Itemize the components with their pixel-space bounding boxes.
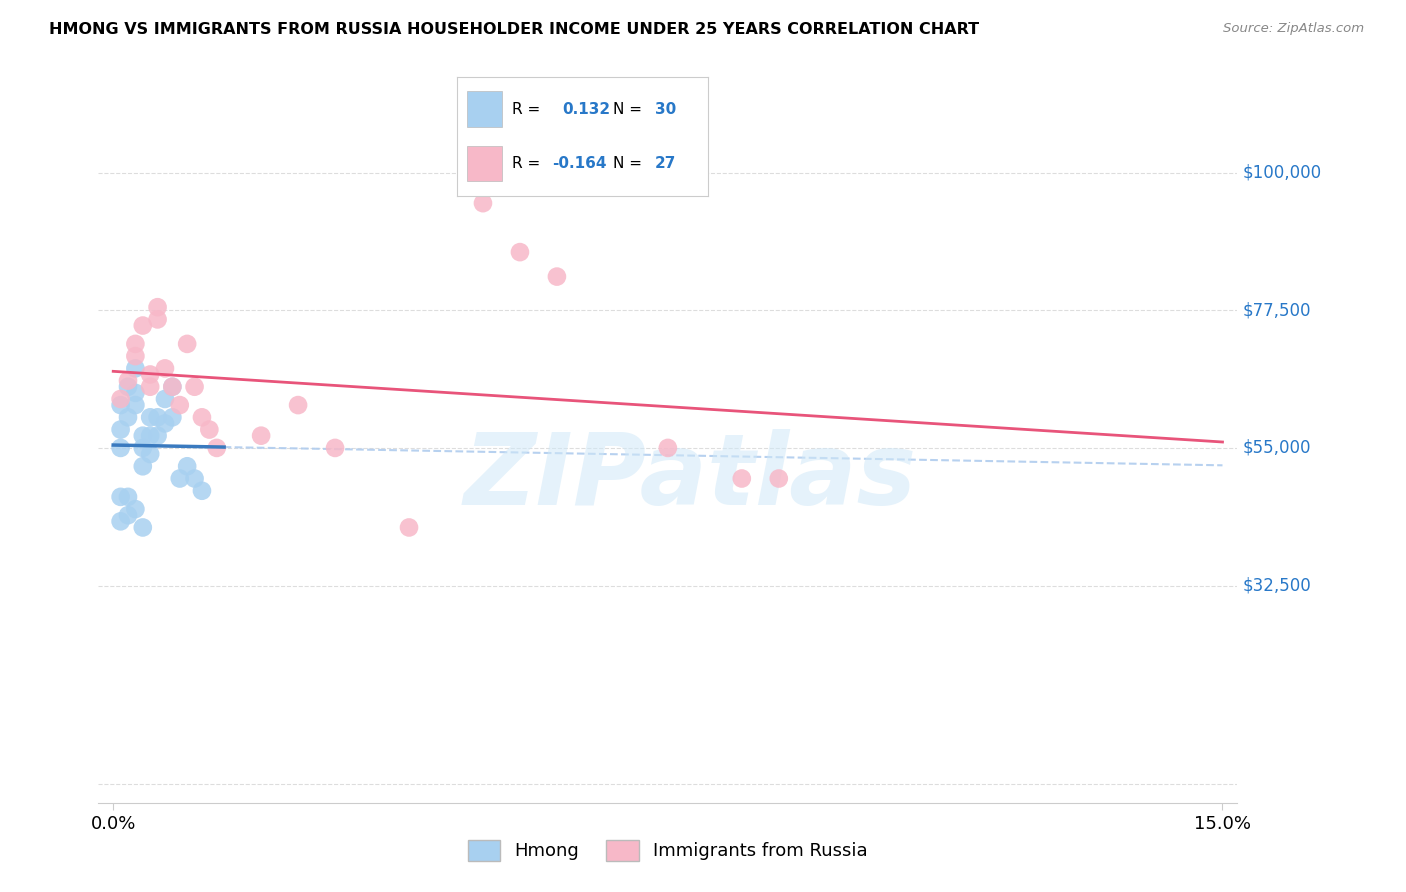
Point (124, 361, 146, 376)
Point (509, 245, 531, 260)
Point (176, 337, 198, 351)
Point (139, 447, 162, 461)
Point (110, 398, 132, 412)
Point (169, 471, 191, 485)
Point (169, 398, 191, 412)
Point (139, 368, 162, 382)
Point (162, 410, 184, 425)
Point (110, 423, 132, 437)
Point (132, 459, 155, 474)
Point (398, 520, 420, 534)
Point (183, 471, 205, 485)
Text: $55,000: $55,000 (1243, 439, 1312, 457)
Point (183, 380, 205, 394)
Point (117, 380, 139, 394)
Point (731, 471, 754, 485)
Point (139, 428, 162, 442)
Point (153, 361, 176, 376)
Point (472, 196, 495, 211)
Point (146, 300, 169, 314)
Point (657, 441, 679, 455)
Text: $32,500: $32,500 (1243, 576, 1312, 595)
Point (191, 483, 214, 498)
Point (117, 490, 139, 504)
Point (198, 423, 221, 437)
Point (132, 428, 155, 442)
Point (323, 441, 346, 455)
Point (250, 428, 273, 442)
Point (205, 441, 228, 455)
Point (132, 318, 155, 333)
Point (117, 374, 139, 388)
Point (153, 417, 176, 431)
Point (110, 441, 132, 455)
Point (139, 380, 162, 394)
Point (146, 410, 169, 425)
Point (124, 502, 146, 516)
Point (110, 514, 132, 528)
Point (124, 385, 146, 400)
Point (162, 380, 184, 394)
Text: $77,500: $77,500 (1243, 301, 1312, 319)
Point (139, 410, 162, 425)
Point (124, 349, 146, 363)
Point (153, 392, 176, 406)
Point (110, 490, 132, 504)
Point (110, 392, 132, 406)
Text: Source: ZipAtlas.com: Source: ZipAtlas.com (1223, 22, 1364, 36)
Text: HMONG VS IMMIGRANTS FROM RUSSIA HOUSEHOLDER INCOME UNDER 25 YEARS CORRELATION CH: HMONG VS IMMIGRANTS FROM RUSSIA HOUSEHOL… (49, 22, 980, 37)
Point (117, 410, 139, 425)
Point (146, 312, 169, 326)
Point (191, 410, 214, 425)
Point (132, 520, 155, 534)
Point (176, 459, 198, 474)
Legend: Hmong, Immigrants from Russia: Hmong, Immigrants from Russia (460, 832, 876, 868)
Point (146, 428, 169, 442)
Text: $100,000: $100,000 (1243, 163, 1322, 182)
Point (768, 471, 790, 485)
Point (546, 269, 568, 284)
Point (117, 508, 139, 523)
Point (124, 337, 146, 351)
Point (287, 398, 309, 412)
Point (132, 441, 155, 455)
Point (124, 398, 146, 412)
Point (162, 380, 184, 394)
Text: ZIPatlas: ZIPatlas (464, 428, 917, 525)
